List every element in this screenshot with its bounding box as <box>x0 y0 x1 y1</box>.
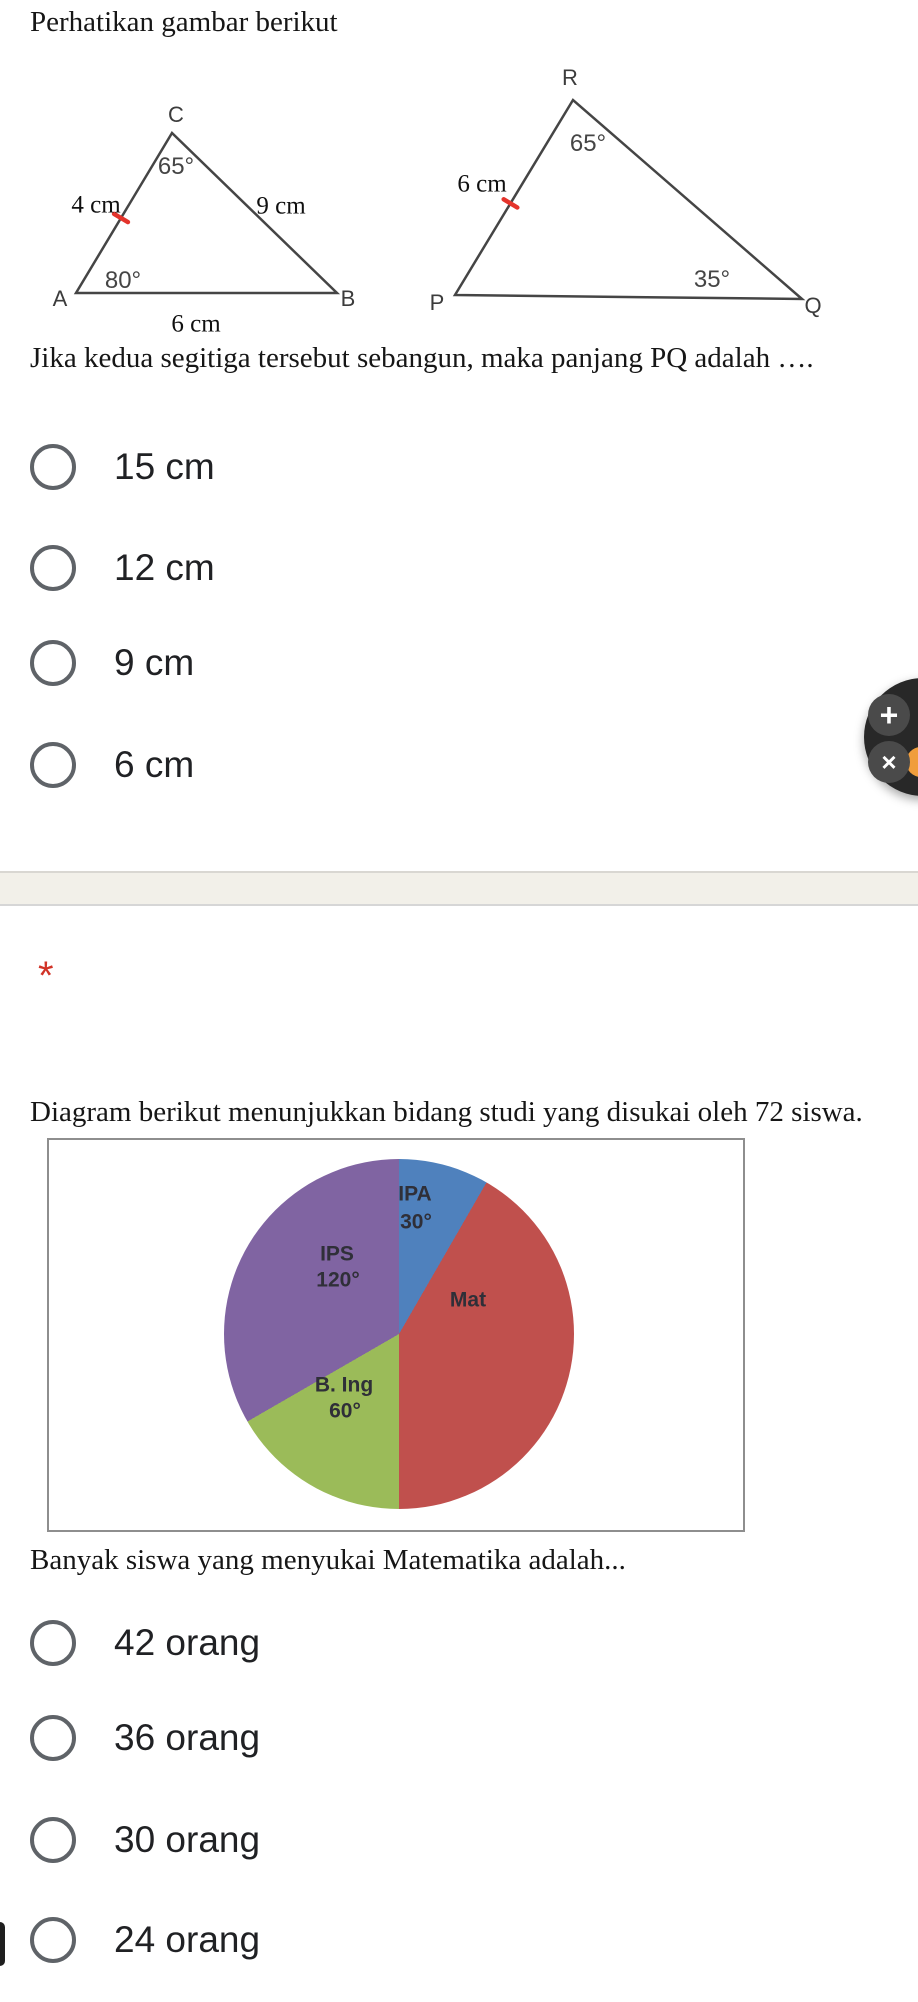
radio-button[interactable] <box>30 742 76 788</box>
close-icon: × <box>881 747 897 777</box>
accent-button-fragment[interactable] <box>906 747 918 777</box>
section-divider <box>0 871 918 906</box>
plus-button[interactable]: + <box>868 694 910 736</box>
pie-angle-bing: 60° <box>329 1399 361 1423</box>
side-label-cb: 9 cm <box>256 192 306 220</box>
pie-angle-ipa: 30° <box>400 1210 432 1234</box>
option-row-42-orang[interactable]: 42 orang <box>30 1617 260 1669</box>
required-asterisk: * <box>38 954 54 998</box>
close-button[interactable]: × <box>868 741 910 783</box>
option-row-15cm[interactable]: 15 cm <box>30 441 215 493</box>
pie-label-mat: Mat <box>449 1288 487 1312</box>
question2-intro: Diagram berikut menunjukkan bidang studi… <box>30 1096 863 1128</box>
vertex-label-c: C <box>168 102 184 127</box>
congruence-tick-pr <box>501 197 520 210</box>
angle-label-q: 35° <box>693 266 731 293</box>
angle-label-c: 65° <box>157 153 195 180</box>
side-label-ab: 6 cm <box>171 310 221 338</box>
plus-icon: + <box>879 697 899 733</box>
vertex-label-q: Q <box>804 293 822 318</box>
question1-text: Jika kedua segitiga tersebut sebangun, m… <box>30 342 814 374</box>
question1-prompt: Perhatikan gambar berikut <box>30 6 338 38</box>
radio-button[interactable] <box>30 640 76 686</box>
vertex-label-p: P <box>429 290 445 315</box>
radio-button[interactable] <box>30 444 76 490</box>
triangle-abc-shape <box>73 131 341 295</box>
congruence-tick-ac <box>111 211 131 225</box>
side-label-pr: 6 cm <box>457 170 507 198</box>
option-row-9cm[interactable]: 9 cm <box>30 637 194 689</box>
option-label: 9 cm <box>114 642 195 683</box>
question2-text: Banyak siswa yang menyukai Matematika ad… <box>30 1544 626 1576</box>
option-label: 24 orang <box>114 1919 261 1960</box>
option-row-12cm[interactable]: 12 cm <box>30 542 215 594</box>
radio-button[interactable] <box>30 1817 76 1863</box>
vertex-label-b: B <box>340 286 356 311</box>
option-row-30-orang[interactable]: 30 orang <box>30 1814 260 1866</box>
option-label: 42 orang <box>114 1622 261 1663</box>
option-label: 12 cm <box>114 547 215 588</box>
pie-label-bing: B. Ing <box>314 1373 374 1397</box>
pie-label-ipa: IPA <box>398 1182 432 1206</box>
pie-chart-figure: IPA 30° IPS 120° Mat B. Ing 60° <box>47 1138 745 1532</box>
radio-button[interactable] <box>30 545 76 591</box>
option-row-24-orang[interactable]: 24 orang <box>30 1914 260 1966</box>
option-label: 6 cm <box>114 744 195 785</box>
radio-button[interactable] <box>30 1620 76 1666</box>
option-label: 36 orang <box>114 1717 261 1758</box>
option-label: 15 cm <box>114 446 215 487</box>
vertex-label-r: R <box>562 65 578 90</box>
option-row-6cm[interactable]: 6 cm <box>30 739 194 791</box>
pie-chart <box>224 1159 574 1509</box>
angle-label-a: 80° <box>104 267 142 294</box>
option-row-36-orang[interactable]: 36 orang <box>30 1712 260 1764</box>
radio-button[interactable] <box>30 1715 76 1761</box>
angle-label-r: 65° <box>569 130 607 157</box>
pie-angle-ips: 120° <box>316 1268 360 1292</box>
radio-button[interactable] <box>30 1917 76 1963</box>
vertex-label-a: A <box>52 286 68 311</box>
triangles-diagram <box>73 98 806 301</box>
triangle-pqr-shape <box>452 98 806 301</box>
pie-label-ips: IPS <box>320 1242 354 1266</box>
side-label-ac: 4 cm <box>71 191 121 219</box>
left-edge-button-fragment <box>0 1922 5 1966</box>
option-label: 30 orang <box>114 1819 261 1860</box>
